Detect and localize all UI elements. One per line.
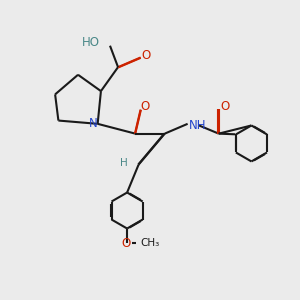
Text: H: H [120,158,128,168]
Text: NH: NH [189,119,207,132]
Text: O: O [142,49,151,62]
Text: O: O [220,100,229,113]
Text: O: O [122,237,131,250]
Text: CH₃: CH₃ [141,238,160,248]
Text: N: N [89,117,98,130]
Text: O: O [140,100,149,113]
Text: HO: HO [82,36,100,49]
